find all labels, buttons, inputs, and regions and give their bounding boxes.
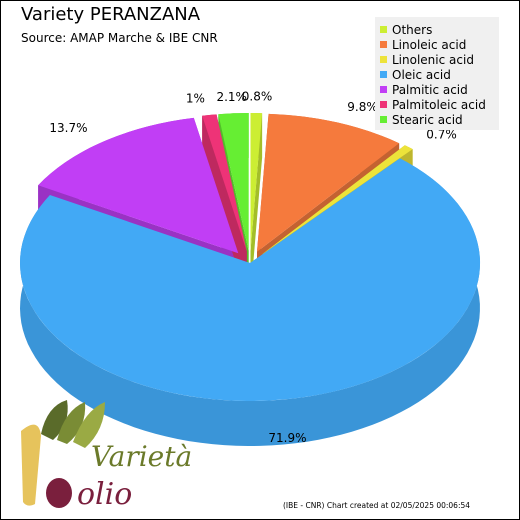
legend-label: Stearic acid [392,112,463,127]
chart-title: Variety PERANZANA [21,4,201,25]
pie-slice [257,113,400,252]
logo-olive [46,478,72,508]
legend-label: Linoleic acid [392,37,467,52]
legend-swatch [380,56,387,63]
pie-slice [262,145,413,254]
pie-slice [20,158,481,401]
logo-leaf-right [73,402,105,448]
legend-item: Oleic acid [380,67,499,82]
legend-item: Stearic acid [380,112,499,127]
legend-swatch [380,116,387,123]
pie-slice-wall [250,113,263,297]
slice-data-label: 0.7% [426,127,457,141]
legend-swatch [380,41,387,48]
chart-credit: (IBE - CNR) Chart created at 02/05/2025 … [283,501,471,510]
slice-data-label: 13.7% [49,121,87,135]
slice-data-label: 1% [186,92,205,106]
legend-swatch [380,101,387,108]
slice-data-label: 2.1% [216,90,247,104]
legend-swatch [380,86,387,93]
legend-label: Others [392,22,433,37]
legend-label: Palmitic acid [392,82,468,97]
legend-item: Palmitic acid [380,82,499,97]
slice-data-label: 9.8% [347,100,378,114]
legend-label: Linolenic acid [392,52,474,67]
logo-word-olio: olio [77,477,132,512]
varieta-olio-logo: Varietà olio [21,400,192,512]
slice-data-label: 71.9% [268,431,306,445]
pie-slice [250,113,263,251]
chart-legend: Others Linoleic acid Linolenic acid Oleic a… [375,17,499,130]
chart-subtitle: Source: AMAP Marche & IBE CNR [21,31,218,45]
pie-slice [38,117,239,254]
legend-item: Linolenic acid [380,52,499,67]
logo-word-varieta: Varietà [91,440,192,473]
legend-item: Others [380,22,499,37]
legend-item: Linoleic acid [380,37,499,52]
legend-label: Oleic acid [392,67,451,82]
legend-item: Palmitoleic acid [380,97,499,112]
legend-swatch [380,26,387,33]
legend-label: Palmitoleic acid [392,97,486,112]
pie-slice [218,113,249,251]
legend-swatch [380,71,387,78]
logo-leaf-middle [57,402,86,444]
logo-numeral-shape [21,424,41,506]
pie-slice [202,114,247,252]
slice-data-label: 0.8% [242,90,273,104]
